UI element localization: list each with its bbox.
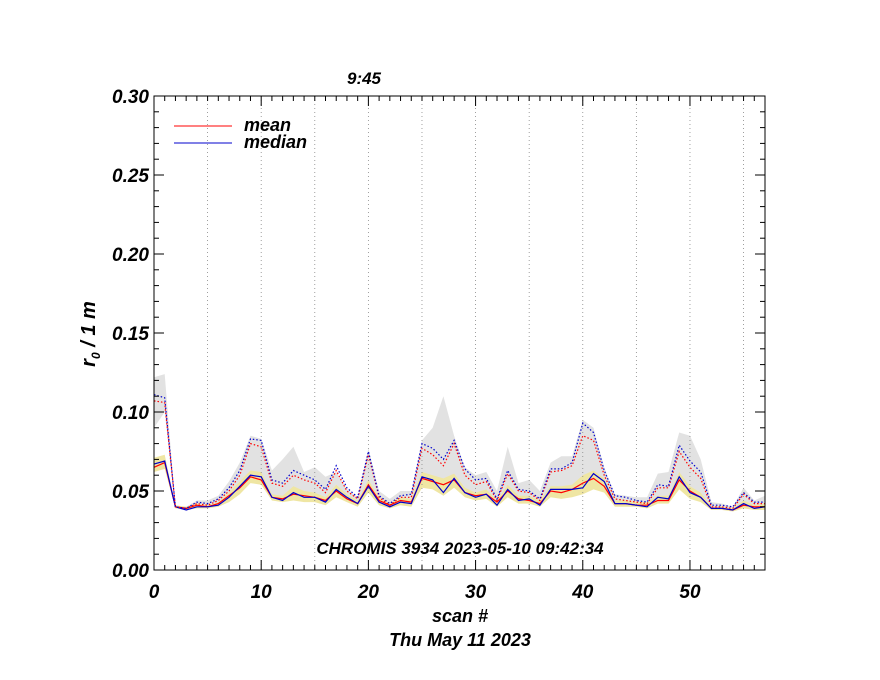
y-axis-label-main: r: [78, 358, 100, 367]
chart-title: 9:45: [347, 69, 382, 88]
x-tick-label-50: 50: [679, 582, 701, 603]
grid-layer: [207, 96, 744, 570]
plot-frame: [153, 95, 766, 571]
x-axis-label: scan #: [432, 606, 488, 626]
y-tick-label-5: 0.25: [112, 166, 149, 187]
x-tick-label-0: 0: [149, 582, 160, 603]
chart-annotation: CHROMIS 3934 2023-05-10 09:42:34: [316, 539, 604, 558]
ticks-layer: [153, 95, 766, 571]
y-tick-label-4: 0.20: [112, 245, 149, 266]
series-median-dotted: [153, 394, 765, 510]
series-mean-dotted: [153, 400, 765, 510]
series-median: [153, 460, 766, 511]
x-tick-label-40: 40: [571, 582, 594, 603]
x-tick-label-10: 10: [251, 582, 273, 603]
x-tick-label-30: 30: [465, 582, 487, 603]
legend-mean-label: mean: [244, 115, 291, 135]
legend: mean median: [174, 115, 307, 152]
y-axis-label: r0 / 1 m: [78, 301, 103, 367]
legend-median-label: median: [244, 132, 307, 152]
y-axis-label-rest: / 1 m: [78, 301, 100, 352]
y-axis-label-sub: 0: [89, 352, 103, 359]
y-tick-label-3: 0.15: [112, 324, 149, 345]
y-tick-label-1: 0.05: [112, 482, 149, 503]
tick-labels-layer: 0 10 20 30 40 50 0.00 0.05 0.10 0.15 0.20 0.25 0.30: [112, 87, 701, 603]
y-tick-label-6: 0.30: [112, 87, 149, 108]
date-label: Thu May 11 2023: [389, 630, 531, 650]
x-tick-label-20: 20: [357, 582, 380, 603]
y-tick-label-2: 0.10: [112, 403, 149, 424]
series-layer: [153, 394, 766, 511]
y-tick-label-0: 0.00: [112, 561, 149, 582]
